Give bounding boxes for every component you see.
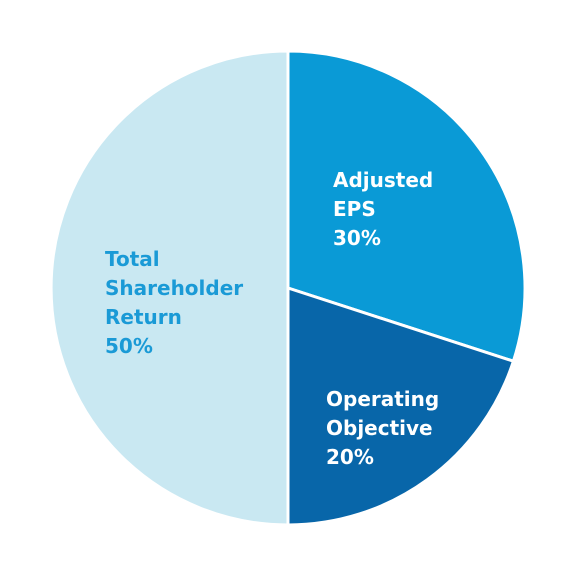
slice-value: 20% [326, 445, 374, 469]
slice-label: Total Shareholder Return 50% [105, 245, 265, 361]
slice-label: Operating Objective 20% [326, 385, 461, 472]
slice-name: Operating Objective [326, 387, 440, 440]
slice-name: Total Shareholder Return [105, 247, 244, 329]
slice-name: Adjusted EPS [333, 168, 434, 221]
slice-value: 30% [333, 226, 381, 250]
slice-value: 50% [105, 334, 153, 358]
slice-label: Adjusted EPS 30% [333, 166, 458, 253]
pie-slice [286, 49, 527, 363]
pie-slice [286, 286, 515, 527]
pie-slice [49, 49, 290, 527]
